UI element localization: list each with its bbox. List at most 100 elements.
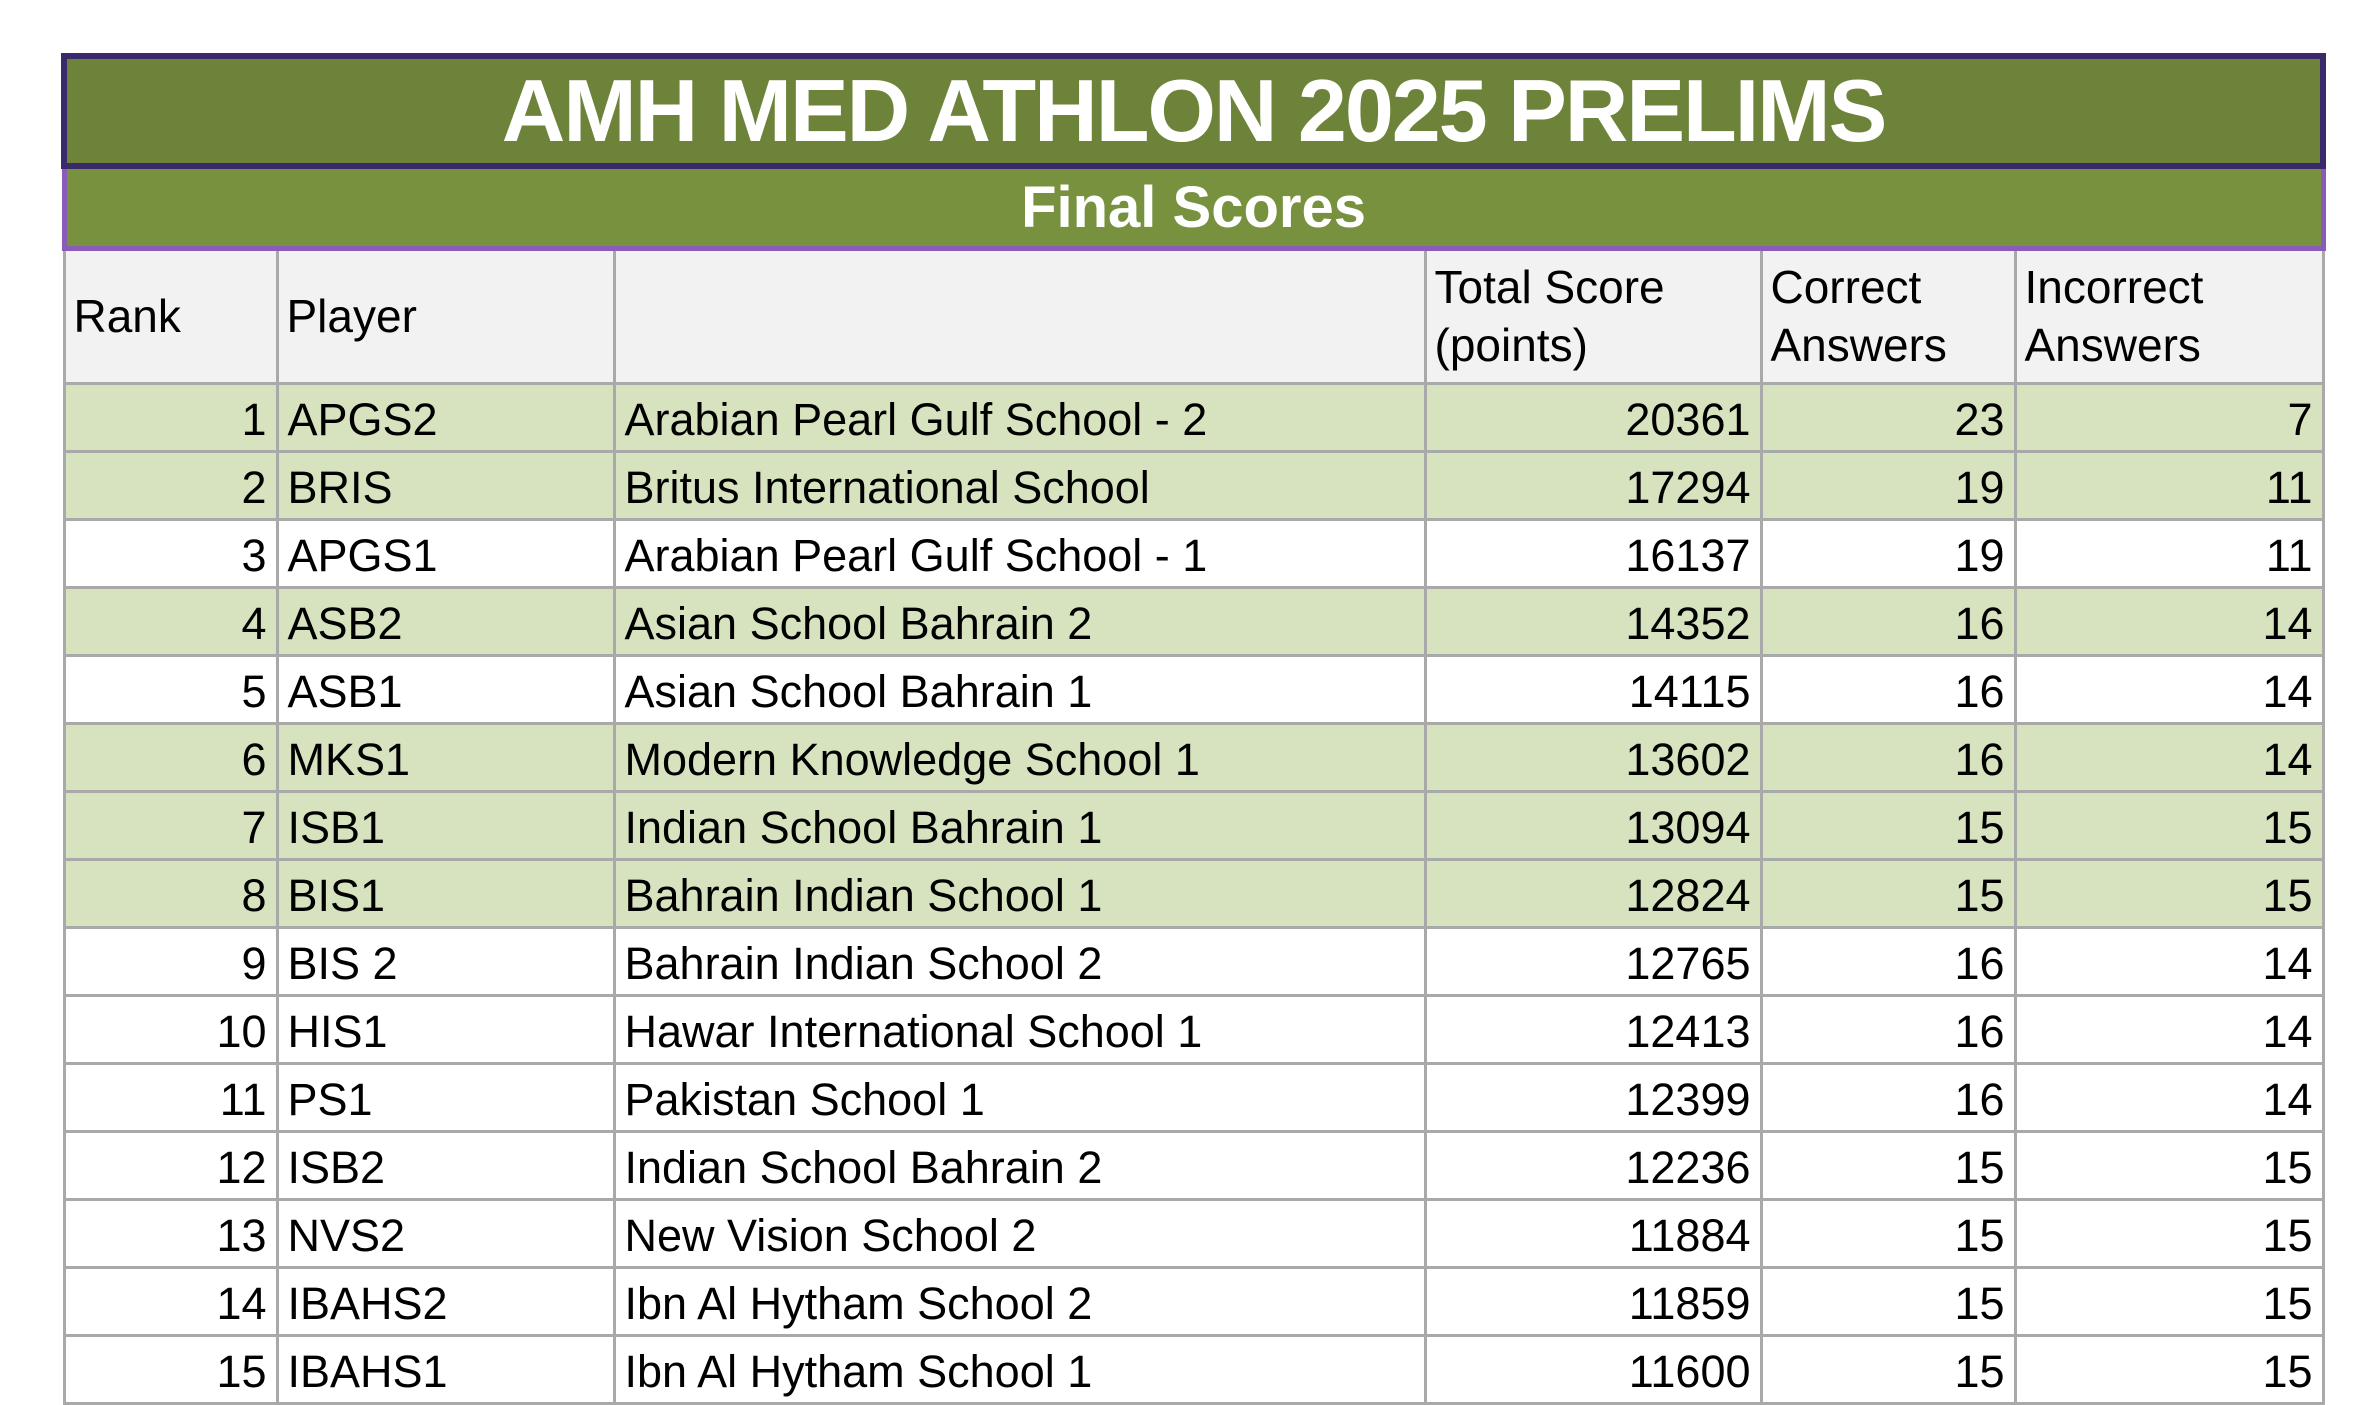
table-row: 11 PS1 Pakistan School 1 12399 16 14 [62,1062,2325,1133]
cell-school: Indian School Bahrain 1 [612,790,1427,861]
cell-rank: 1 [62,382,279,453]
cell-correct: 16 [1759,586,2017,657]
table-row: 3 APGS1 Arabian Pearl Gulf School - 1 16137… [62,518,2325,589]
cell-school: Indian School Bahrain 2 [612,1130,1427,1201]
table-row: 10 HIS1 Hawar International School 1 12413 1… [62,994,2325,1065]
cell-incorrect: 14 [2013,1062,2325,1133]
cell-incorrect: 14 [2013,654,2325,725]
cell-incorrect: 11 [2013,450,2325,521]
cell-total-score: 16137 [1423,518,1763,589]
table-row: 7 ISB1 Indian School Bahrain 1 13094 15 15 [62,790,2325,861]
cell-player: APGS1 [275,518,616,589]
cell-correct: 15 [1759,1266,2017,1337]
table-row: 1 APGS2 Arabian Pearl Gulf School - 2 20361… [62,382,2325,453]
cell-rank: 12 [62,1130,279,1201]
cell-correct: 15 [1759,790,2017,861]
cell-school: Arabian Pearl Gulf School - 1 [612,518,1427,589]
cell-incorrect: 11 [2013,518,2325,589]
cell-correct: 16 [1759,1062,2017,1133]
cell-school: New Vision School 2 [612,1198,1427,1269]
cell-rank: 15 [62,1334,279,1405]
cell-school: Asian School Bahrain 1 [612,654,1427,725]
cell-total-score: 14352 [1423,586,1763,657]
cell-correct: 23 [1759,382,2017,453]
cell-rank: 8 [62,858,279,929]
cell-rank: 10 [62,994,279,1065]
subtitle: Final Scores [61,166,2326,251]
cell-rank: 4 [62,586,279,657]
cell-school: Ibn Al Hytham School 1 [612,1334,1427,1405]
cell-incorrect: 15 [2013,790,2325,861]
cell-player: ISB1 [275,790,616,861]
cell-correct: 16 [1759,654,2017,725]
cell-total-score: 14115 [1423,654,1763,725]
cell-correct: 16 [1759,926,2017,997]
cell-incorrect: 14 [2013,722,2325,793]
table-row: 5 ASB1 Asian School Bahrain 1 14115 16 14 [62,654,2325,725]
cell-rank: 2 [62,450,279,521]
cell-school: Britus International School [612,450,1427,521]
column-header-row: Rank Player Total Score (points) Correct… [62,247,2325,385]
scores-table: AMH MED ATHLON 2025 PRELIMS Final Scores… [60,53,2327,1405]
table-row: 14 IBAHS2 Ibn Al Hytham School 2 11859 15 15 [62,1266,2325,1337]
cell-player: IBAHS1 [275,1334,616,1405]
page-title: AMH MED ATHLON 2025 PRELIMS [60,53,2327,169]
cell-correct: 15 [1759,1334,2017,1405]
cell-incorrect: 15 [2013,1266,2325,1337]
col-header-school [612,247,1427,385]
cell-incorrect: 15 [2013,1130,2325,1201]
cell-total-score: 11600 [1423,1334,1763,1405]
cell-correct: 19 [1759,450,2017,521]
subtitle-band: Final Scores [61,166,2326,251]
cell-player: PS1 [275,1062,616,1133]
cell-total-score: 12413 [1423,994,1763,1065]
cell-player: APGS2 [275,382,616,453]
cell-rank: 7 [62,790,279,861]
cell-incorrect: 14 [2013,926,2325,997]
col-header-total-score: Total Score (points) [1423,247,1763,385]
cell-rank: 9 [62,926,279,997]
cell-school: Pakistan School 1 [612,1062,1427,1133]
cell-school: Bahrain Indian School 1 [612,858,1427,929]
cell-total-score: 20361 [1423,382,1763,453]
cell-correct: 15 [1759,1130,2017,1201]
cell-incorrect: 15 [2013,858,2325,929]
col-header-incorrect-answers: Incorrect Answers [2013,247,2325,385]
cell-player: BIS 2 [275,926,616,997]
table-row: 6 MKS1 Modern Knowledge School 1 13602 16 14 [62,722,2325,793]
col-header-correct-answers: Correct Answers [1759,247,2017,385]
cell-incorrect: 7 [2013,382,2325,453]
cell-player: ISB2 [275,1130,616,1201]
cell-school: Asian School Bahrain 2 [612,586,1427,657]
cell-player: BRIS [275,450,616,521]
table-row: 12 ISB2 Indian School Bahrain 2 12236 15 15 [62,1130,2325,1201]
cell-rank: 3 [62,518,279,589]
cell-correct: 19 [1759,518,2017,589]
cell-player: NVS2 [275,1198,616,1269]
cell-school: Bahrain Indian School 2 [612,926,1427,997]
cell-correct: 15 [1759,858,2017,929]
table-row: 13 NVS2 New Vision School 2 11884 15 15 [62,1198,2325,1269]
cell-incorrect: 15 [2013,1198,2325,1269]
cell-total-score: 12824 [1423,858,1763,929]
cell-rank: 6 [62,722,279,793]
cell-player: BIS1 [275,858,616,929]
cell-total-score: 12765 [1423,926,1763,997]
col-header-rank: Rank [62,247,279,385]
table-row: 2 BRIS Britus International School 17294 19 1… [62,450,2325,521]
cell-incorrect: 15 [2013,1334,2325,1405]
title-band: AMH MED ATHLON 2025 PRELIMS [60,53,2327,169]
cell-player: ASB1 [275,654,616,725]
cell-total-score: 12399 [1423,1062,1763,1133]
table-row: 8 BIS1 Bahrain Indian School 1 12824 15 15 [62,858,2325,929]
col-header-player: Player [275,247,616,385]
cell-school: Modern Knowledge School 1 [612,722,1427,793]
cell-rank: 11 [62,1062,279,1133]
cell-total-score: 13094 [1423,790,1763,861]
cell-incorrect: 14 [2013,586,2325,657]
cell-player: MKS1 [275,722,616,793]
cell-correct: 15 [1759,1198,2017,1269]
scores-table-body: 1 APGS2 Arabian Pearl Gulf School - 2 20361… [62,382,2325,1405]
cell-school: Arabian Pearl Gulf School - 2 [612,382,1427,453]
cell-incorrect: 14 [2013,994,2325,1065]
